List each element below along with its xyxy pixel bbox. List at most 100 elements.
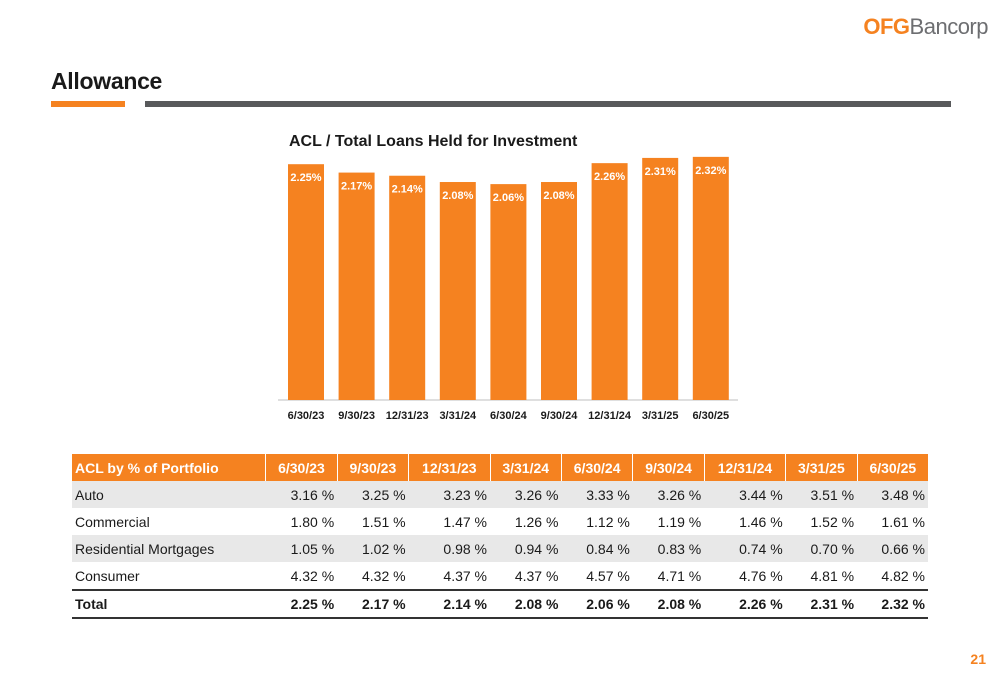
table-header-period: 9/30/23 <box>336 454 409 481</box>
x-tick-label: 3/31/25 <box>642 410 679 422</box>
data-label: 2.31% <box>645 166 676 178</box>
bar-12/31/24 <box>591 163 628 400</box>
table-cell: 1.19 % <box>657 513 702 530</box>
table-cell: 1.26 % <box>514 513 559 530</box>
bar-3/31/25 <box>642 157 679 400</box>
table-cell: 4.37 % <box>514 567 559 584</box>
table-cell: 1.61 % <box>881 513 925 530</box>
table-row: Consumer 4.32 % 4.32 % 4.37 % 4.37 % 4.57 % 4.… <box>72 562 928 590</box>
title-rule-accent <box>51 101 125 107</box>
bar-6/30/25 <box>692 156 729 400</box>
table-cell: 0.66 % <box>857 535 928 562</box>
table-cell: 3.51 % <box>785 481 858 508</box>
table-cell: 4.32 % <box>362 567 406 584</box>
table-header-row: ACL by % of Portfolio 6/30/23 9/30/23 12/31… <box>72 454 928 481</box>
bar-3/31/24 <box>439 182 476 400</box>
table-cell: 2.17 % <box>337 589 409 619</box>
table-header-period: 12/31/23 <box>408 454 490 481</box>
table-cell: 3.25 % <box>337 481 409 508</box>
table-cell: 4.71 % <box>657 567 702 584</box>
table-cell: 0.94 % <box>490 535 562 562</box>
table-header-period: 6/30/25 <box>856 454 928 481</box>
table-cell: 3.26 % <box>490 481 562 508</box>
table-row: Auto 3.16 % 3.25 % 3.23 % 3.26 % 3.33 % 3.26 %… <box>72 481 928 508</box>
bar-chart: 2.25% 6/30/23 2.17% 9/30/23 2.14% 12/31/23 2.0… <box>278 156 738 422</box>
row-label: Consumer <box>75 567 140 584</box>
table-cell: 2.08 % <box>490 589 562 619</box>
table-total-row: Total 2.25 % 2.17 % 2.14 % 2.08 % 2.06 % 2.08 … <box>72 589 928 619</box>
x-tick-label: 6/30/25 <box>692 410 729 422</box>
acl-portfolio-table: ACL by % of Portfolio 6/30/23 9/30/23 12/31… <box>72 454 928 619</box>
bar-6/30/23 <box>288 164 324 400</box>
logo-ofg: OFG <box>863 14 910 39</box>
table-header-period: 9/30/24 <box>632 454 705 481</box>
table-cell: 1.80 % <box>290 513 335 530</box>
table-cell: 1.12 % <box>586 513 630 530</box>
table-cell: 3.23 % <box>408 481 490 508</box>
page-title: Allowance <box>51 68 163 94</box>
table-cell: 1.46 % <box>739 513 783 530</box>
bar-9/30/24 <box>541 182 577 400</box>
table-cell: 0.98 % <box>408 535 490 562</box>
data-label: 2.25% <box>290 172 321 184</box>
table-header-period: 3/31/25 <box>785 454 858 481</box>
title-rule <box>145 101 951 107</box>
table-cell: 0.74 % <box>704 535 786 562</box>
row-label: Residential Mortgages <box>72 535 266 562</box>
table-row: Residential Mortgages 1.05 % 1.02 % 0.98 % 0… <box>72 535 928 562</box>
row-label: Total <box>72 589 266 619</box>
table-cell: 2.25 % <box>265 589 338 619</box>
bar-12/31/23 <box>389 175 426 400</box>
table-cell: 2.32 % <box>857 589 928 619</box>
table-cell: 0.84 % <box>561 535 633 562</box>
x-tick-label: 12/31/23 <box>386 410 429 422</box>
table-cell: 1.52 % <box>810 513 855 530</box>
x-tick-label: 6/30/24 <box>490 410 528 422</box>
table-cell: 4.32 % <box>290 567 335 584</box>
table-cell: 1.05 % <box>265 535 338 562</box>
table-cell: 4.76 % <box>739 567 783 584</box>
table-cell: 2.31 % <box>785 589 858 619</box>
table-cell: 0.83 % <box>632 535 705 562</box>
company-logo: OFGBancorp <box>863 14 988 40</box>
data-label: 2.14% <box>392 184 423 196</box>
table-cell: 0.70 % <box>785 535 858 562</box>
table-cell: 4.82 % <box>881 567 925 584</box>
table-cell: 4.57 % <box>586 567 630 584</box>
table-header-label: ACL by % of Portfolio <box>72 454 266 481</box>
table-cell: 3.44 % <box>704 481 786 508</box>
chart-title: ACL / Total Loans Held for Investment <box>289 133 578 150</box>
table-cell: 1.51 % <box>362 513 406 530</box>
data-label: 2.17% <box>341 181 372 193</box>
x-tick-label: 6/30/23 <box>288 410 325 422</box>
bar-6/30/24 <box>490 184 527 400</box>
data-label: 2.32% <box>695 165 726 177</box>
x-tick-label: 9/30/24 <box>541 410 579 422</box>
table-row: Commercial 1.80 % 1.51 % 1.47 % 1.26 % 1.12 %… <box>72 508 928 535</box>
table-header-period: 6/30/24 <box>560 454 633 481</box>
table-header-period: 6/30/23 <box>265 454 338 481</box>
x-tick-label: 3/31/24 <box>439 410 477 422</box>
logo-bancorp: Bancorp <box>909 14 989 39</box>
table-header-period: 12/31/24 <box>703 454 786 481</box>
table-cell: 2.14 % <box>408 589 490 619</box>
table-cell: 3.16 % <box>265 481 338 508</box>
table-cell: 2.26 % <box>704 589 786 619</box>
data-label: 2.08% <box>442 190 473 202</box>
table-cell: 3.26 % <box>632 481 705 508</box>
table-cell: 2.08 % <box>632 589 705 619</box>
x-tick-label: 9/30/23 <box>338 410 375 422</box>
data-label: 2.26% <box>594 171 625 183</box>
row-label: Commercial <box>75 513 150 530</box>
table-cell: 4.37 % <box>443 567 487 584</box>
table-cell: 3.33 % <box>561 481 633 508</box>
row-label: Auto <box>72 481 266 508</box>
table-cell: 1.47 % <box>443 513 487 530</box>
bar-9/30/23 <box>338 172 375 400</box>
table-cell: 4.81 % <box>810 567 855 584</box>
table-cell: 3.48 % <box>857 481 928 508</box>
table-cell: 1.02 % <box>337 535 409 562</box>
page-number: 21 <box>970 651 986 667</box>
data-label: 2.06% <box>493 192 524 204</box>
table-header-period: 3/31/24 <box>489 454 562 481</box>
